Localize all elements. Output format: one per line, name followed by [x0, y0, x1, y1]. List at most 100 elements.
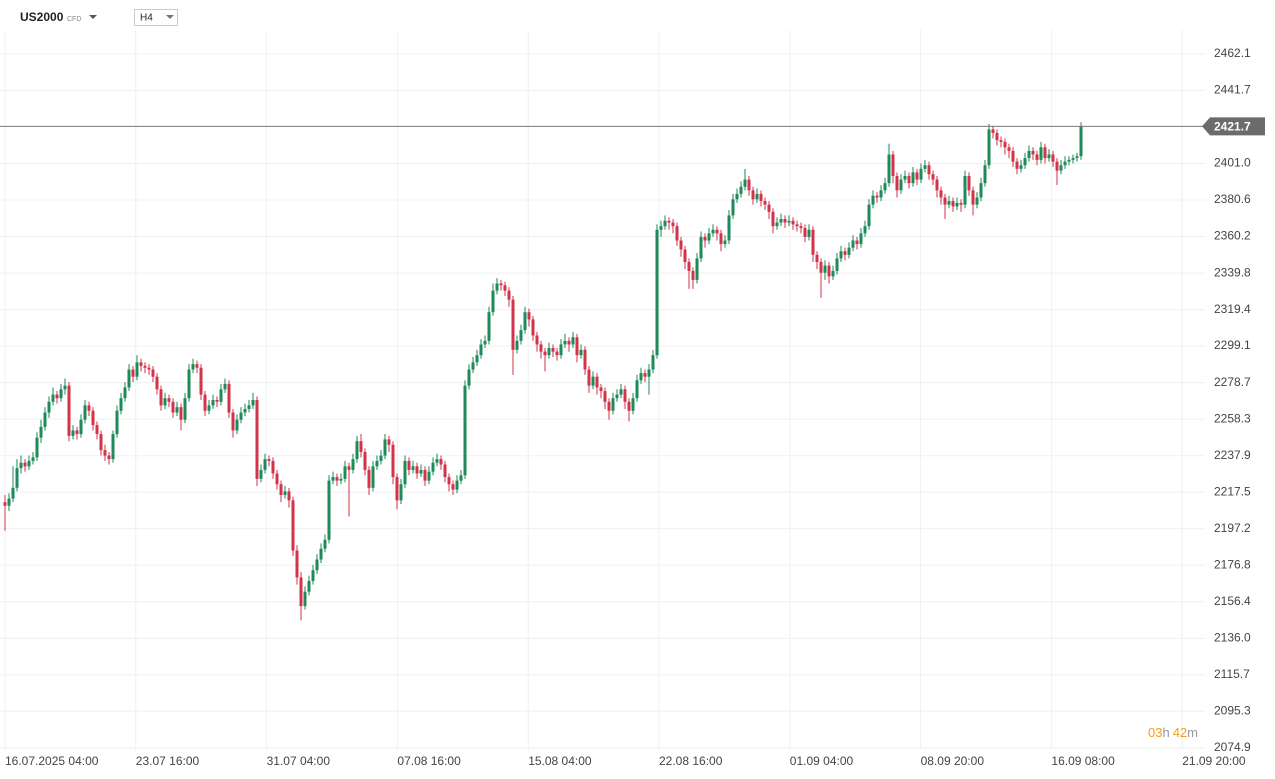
- candle-body: [495, 283, 499, 291]
- candle-body: [35, 437, 39, 458]
- candle-body: [255, 400, 259, 479]
- candle-body: [963, 175, 967, 205]
- candle-body: [739, 186, 743, 194]
- candle-body: [859, 233, 863, 245]
- candle-body: [891, 154, 895, 176]
- candle-body: [747, 179, 751, 191]
- candle-body: [675, 226, 679, 241]
- candle-body: [591, 376, 595, 386]
- instrument-dropdown[interactable]: [89, 15, 97, 19]
- candle-body: [287, 491, 291, 501]
- candle-body: [631, 398, 635, 411]
- candle-body: [487, 312, 491, 341]
- candle-body: [1059, 165, 1063, 171]
- candle-body: [179, 407, 183, 420]
- candle-body: [823, 265, 827, 273]
- instrument-title[interactable]: US2000: [20, 10, 64, 24]
- candle-body: [103, 450, 107, 456]
- candle-body: [483, 340, 487, 345]
- candle-body: [771, 211, 775, 227]
- candle-body: [523, 312, 527, 331]
- candle-body: [883, 183, 887, 191]
- candle-body: [247, 405, 251, 409]
- candle-body: [527, 312, 531, 320]
- candle-body: [223, 383, 227, 390]
- candle-body: [307, 581, 311, 592]
- candle-body: [159, 389, 163, 406]
- candle-body: [347, 466, 351, 470]
- timeframe[interactable]: H4: [140, 13, 153, 24]
- candle-body: [71, 430, 75, 436]
- candle-body: [323, 539, 327, 549]
- candle-body: [207, 405, 211, 411]
- candle-body: [851, 240, 855, 248]
- candle-body: [787, 220, 791, 223]
- candle-body: [435, 459, 439, 463]
- candle-body: [343, 466, 347, 479]
- candle-body: [795, 224, 799, 227]
- candle-body: [443, 464, 447, 478]
- candle-body: [871, 195, 875, 205]
- candle-body: [575, 337, 579, 356]
- candle-body: [991, 129, 995, 133]
- candle-body: [731, 199, 735, 216]
- candle-body: [619, 389, 623, 395]
- candle-body: [743, 179, 747, 187]
- candle-body: [707, 233, 711, 241]
- candle-body: [927, 165, 931, 175]
- candle-body: [535, 335, 539, 345]
- candle-body: [635, 380, 639, 399]
- candle-body: [727, 215, 731, 241]
- candle-body: [431, 462, 435, 472]
- candle-body: [1003, 141, 1007, 148]
- candle-body: [915, 172, 919, 180]
- candle-body: [99, 434, 103, 451]
- candle-body: [667, 220, 671, 223]
- y-tick-label: 2339.8: [1214, 265, 1251, 279]
- candle-body: [843, 251, 847, 255]
- candle-body: [759, 193, 763, 202]
- candle-body: [299, 577, 303, 607]
- candle-body: [139, 362, 143, 366]
- x-tick-label: 16.07.2025 04:00: [5, 754, 99, 768]
- candle-body: [879, 190, 883, 198]
- candle-body: [127, 369, 131, 388]
- candle-body: [715, 229, 719, 234]
- candle-body: [199, 367, 203, 395]
- candle-body: [499, 283, 503, 286]
- candle-body: [671, 222, 675, 227]
- candle-body: [815, 254, 819, 263]
- candle-body: [183, 398, 187, 420]
- candle-body: [567, 340, 571, 345]
- candle-body: [955, 202, 959, 207]
- candle-body: [1031, 150, 1035, 155]
- candle-body: [131, 369, 135, 377]
- candle-body: [447, 477, 451, 485]
- candle-body: [387, 439, 391, 445]
- y-tick-label: 2258.3: [1214, 411, 1251, 425]
- y-tick-label: 2074.9: [1214, 740, 1251, 754]
- candle-body: [291, 500, 295, 551]
- candle-body: [559, 344, 563, 356]
- candle-body: [151, 369, 155, 377]
- instrument-badge: CFD: [67, 16, 81, 23]
- candle-body: [867, 204, 871, 227]
- candle-body: [659, 226, 663, 230]
- candle-body: [763, 201, 767, 205]
- candle-body: [95, 425, 99, 435]
- candle-body: [827, 265, 831, 277]
- candle-body: [263, 459, 267, 470]
- countdown: 03h 42m: [1148, 725, 1198, 740]
- candle-body: [775, 222, 779, 227]
- timeframe-dropdown[interactable]: [166, 15, 174, 19]
- y-tick-label: 2217.5: [1214, 484, 1251, 498]
- candle-body: [27, 460, 31, 467]
- candle-body: [43, 412, 47, 427]
- candle-body: [75, 430, 79, 435]
- y-tick-label: 2115.7: [1214, 667, 1250, 681]
- x-tick-label: 21.09 20:00: [1182, 754, 1246, 768]
- candle-body: [543, 351, 547, 356]
- candle-body: [979, 183, 983, 198]
- timeframe-box[interactable]: [134, 9, 178, 26]
